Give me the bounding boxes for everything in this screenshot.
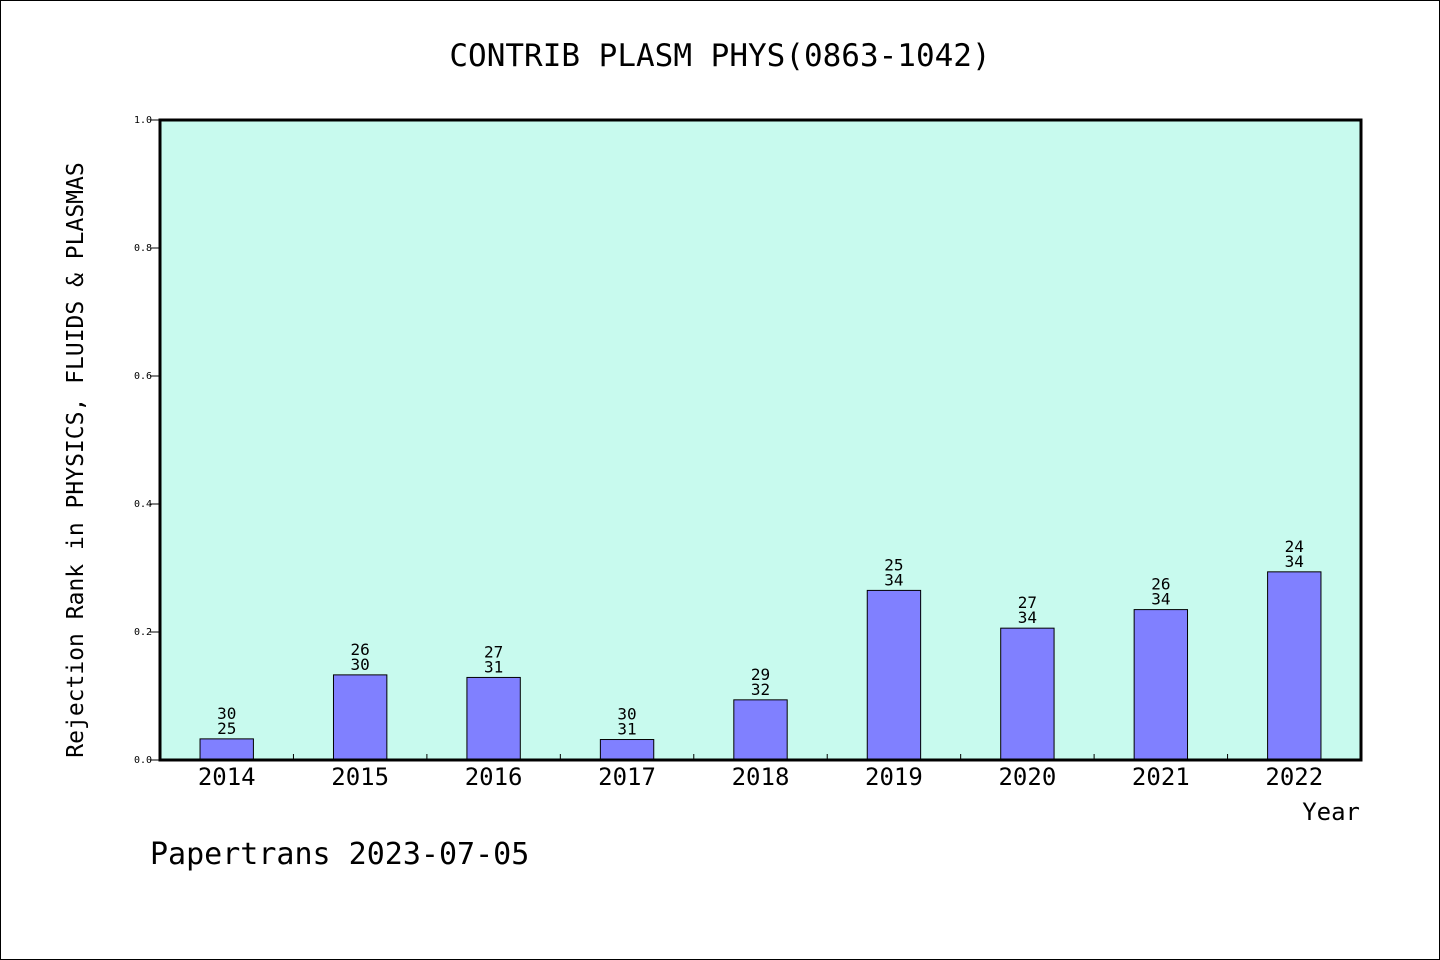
x-tick-label-2017: 2017 [598, 763, 656, 791]
y-axis-label: Rejection Rank in PHYSICS, FLUIDS & PLAS… [63, 162, 89, 757]
y-tick-label: 0.4 [134, 499, 152, 510]
bar-label-top-2015: 26 [351, 640, 370, 659]
bar-label-top-2014: 30 [217, 704, 236, 723]
bar-label-top-2017: 30 [617, 705, 636, 724]
x-axis-label: Year [1302, 798, 1360, 826]
bar-label-bottom-2016: 31 [484, 657, 503, 676]
bar-label-bottom-2020: 34 [1018, 608, 1037, 627]
y-tick-label: 1.0 [134, 115, 152, 126]
x-tick-label-2021: 2021 [1132, 763, 1190, 791]
x-tick-label-2022: 2022 [1265, 763, 1323, 791]
y-tick-label: 0.8 [134, 243, 152, 254]
bar-2017 [599, 739, 655, 761]
x-tick-label-2018: 2018 [732, 763, 790, 791]
bar-2015 [332, 674, 388, 761]
bar-label-top-2019: 25 [884, 555, 903, 574]
x-tick-label-2019: 2019 [865, 763, 923, 791]
bar-2019 [866, 589, 922, 761]
plot-border [158, 118, 1363, 762]
x-tick-label-2014: 2014 [198, 763, 256, 791]
bar-label-bottom-2018: 32 [751, 680, 770, 699]
bar-label-top-2021: 26 [1151, 575, 1170, 594]
bar-label-bottom-2019: 34 [884, 570, 903, 589]
bar-label-top-2022: 24 [1285, 537, 1304, 556]
footer-text: Papertrans 2023-07-05 [150, 837, 529, 872]
bar-label-bottom-2017: 31 [617, 720, 636, 739]
chart-title: CONTRIB PLASM PHYS(0863-1042) [449, 38, 990, 74]
y-tick-label: 0.6 [134, 371, 152, 382]
bar-2014 [199, 738, 254, 761]
bar-2016 [466, 676, 521, 761]
bar-label-top-2018: 29 [751, 665, 770, 684]
y-axis-ticks: 0.0 0.2 0.4 0.6 0.8 1.0 [134, 115, 160, 766]
x-tick-label-2015: 2015 [331, 763, 389, 791]
bar-2020 [1000, 627, 1055, 761]
y-tick-label: 0.2 [134, 627, 152, 638]
x-axis-ticks: 2014 2015 2016 2017 2018 2019 2020 2021 2022 [198, 754, 1323, 791]
bar-label-bottom-2014: 25 [217, 719, 236, 738]
bar-label-top-2016: 27 [484, 642, 503, 661]
bar-label-bottom-2021: 34 [1151, 590, 1170, 609]
bar-2022 [1267, 571, 1322, 761]
bar-label-bottom-2022: 34 [1285, 552, 1304, 571]
bars-group [199, 571, 1322, 761]
x-tick-label-2016: 2016 [465, 763, 523, 791]
bar-label-top-2020: 27 [1018, 593, 1037, 612]
bar-2018 [733, 699, 788, 761]
bar-2021 [1133, 609, 1189, 761]
bar-label-bottom-2015: 30 [351, 655, 370, 674]
x-tick-label-2020: 2020 [998, 763, 1056, 791]
y-tick-label: 0.0 [134, 755, 152, 766]
